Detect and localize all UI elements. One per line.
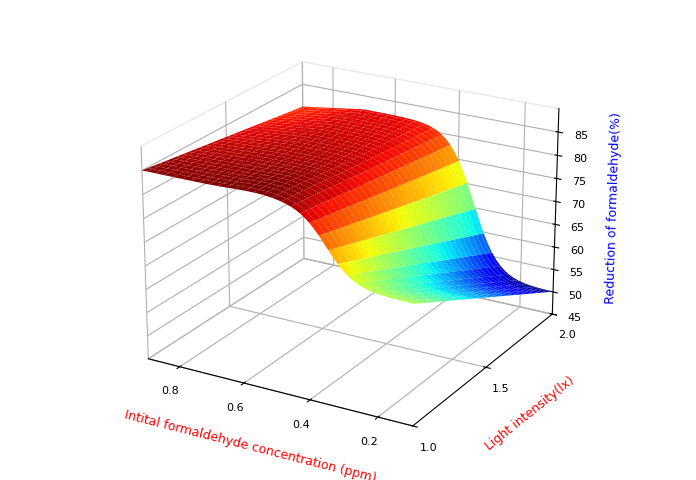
X-axis label: Intital formaldehyde concentration (ppm): Intital formaldehyde concentration (ppm) bbox=[122, 408, 377, 480]
Y-axis label: Light intensity(lx): Light intensity(lx) bbox=[483, 373, 577, 452]
